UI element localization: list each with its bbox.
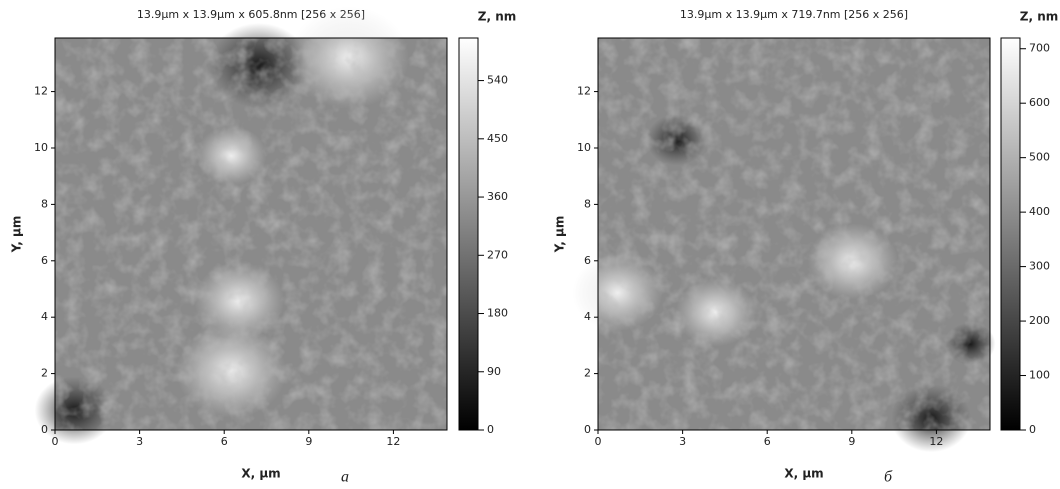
y-tick-label: 2: [584, 367, 591, 380]
y-tick-label: 4: [41, 310, 48, 323]
image-frame: [597, 37, 991, 431]
x-tick-label: 3: [136, 435, 143, 448]
colorbar-tick-label: 700: [1029, 42, 1050, 55]
x-tick-label: 0: [52, 435, 59, 448]
x-tick-label: 6: [221, 435, 228, 448]
x-tick-label: 0: [595, 435, 602, 448]
caption: а: [341, 469, 349, 486]
y-axis-label: Y, µm: [553, 216, 567, 254]
colorbar-tick-label: 600: [1029, 96, 1050, 109]
y-tick-label: 8: [584, 197, 591, 210]
caption: б: [884, 469, 893, 486]
y-tick-label: 8: [41, 197, 48, 210]
y-tick-label: 0: [584, 423, 591, 436]
x-axis-label: X, µm: [241, 467, 280, 481]
x-tick-label: 6: [764, 435, 771, 448]
image-frame: [54, 37, 448, 431]
colorbar-tick-label: 90: [487, 365, 501, 378]
x-axis-label: X, µm: [784, 467, 823, 481]
x-tick-label: 12: [386, 435, 400, 448]
y-tick-label: 6: [41, 254, 48, 267]
x-tick-label: 9: [848, 435, 855, 448]
y-axis-label: Y, µm: [10, 216, 24, 254]
afm-texture: [598, 38, 990, 430]
colorbar-tick-label: 100: [1029, 369, 1050, 382]
colorbar-label: Z, nm: [478, 10, 516, 24]
y-tick-label: 10: [34, 141, 48, 154]
x-tick-label: 12: [929, 435, 943, 448]
x-tick-label: 9: [305, 435, 312, 448]
colorbar: [1000, 37, 1021, 431]
y-tick-label: 6: [584, 254, 591, 267]
x-tick-label: 3: [679, 435, 686, 448]
colorbar-tick-label: 500: [1029, 151, 1050, 164]
y-tick-label: 4: [584, 310, 591, 323]
colorbar-tick-label: 400: [1029, 205, 1050, 218]
colorbar-tick-label: 0: [1029, 423, 1036, 436]
colorbar-tick-label: 300: [1029, 260, 1050, 273]
colorbar-tick-label: 180: [487, 307, 508, 320]
panel-title: 13.9µm x 13.9µm x 719.7nm [256 x 256]: [680, 8, 908, 21]
y-tick-label: 12: [577, 85, 591, 98]
colorbar: [458, 37, 479, 431]
colorbar-tick-label: 540: [487, 74, 508, 87]
afm-texture: [55, 38, 447, 430]
colorbar-tick-label: 360: [487, 190, 508, 203]
panel-title: 13.9µm x 13.9µm x 605.8nm [256 x 256]: [137, 8, 365, 21]
colorbar-tick-label: 270: [487, 248, 508, 261]
colorbar-tick-label: 450: [487, 132, 508, 145]
y-tick-label: 2: [41, 367, 48, 380]
colorbar-tick-label: 200: [1029, 314, 1050, 327]
y-tick-label: 0: [41, 423, 48, 436]
y-tick-label: 10: [577, 141, 591, 154]
y-tick-label: 12: [34, 85, 48, 98]
colorbar-label: Z, nm: [1020, 10, 1058, 24]
colorbar-tick-label: 0: [487, 423, 494, 436]
